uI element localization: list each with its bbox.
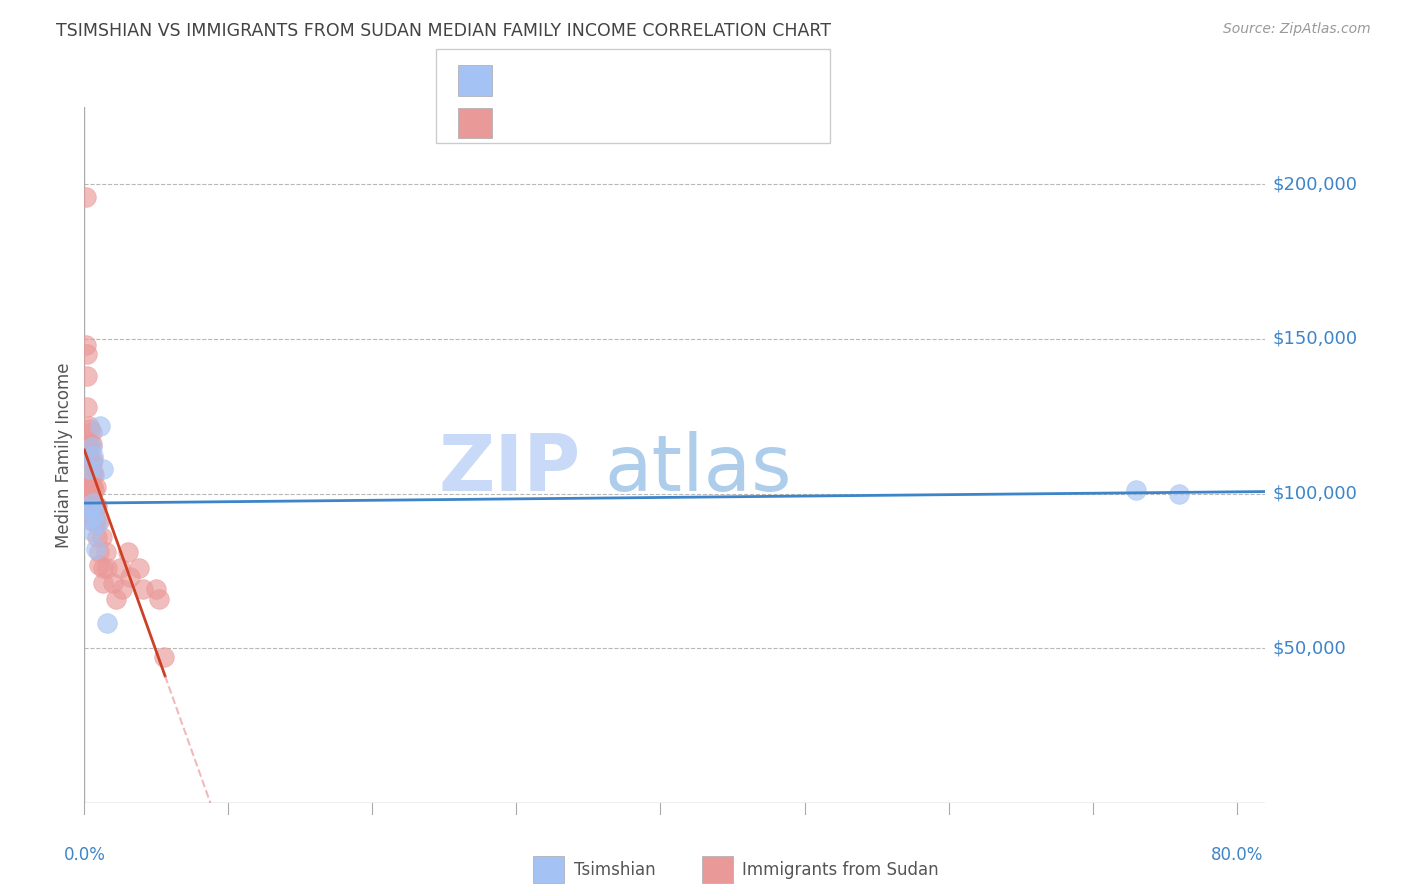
Point <box>83 468 105 483</box>
Point <box>1168 486 1191 500</box>
Text: $100,000: $100,000 <box>1272 484 1357 502</box>
Point <box>152 650 174 665</box>
Point <box>84 480 107 494</box>
Point <box>77 486 100 500</box>
Point <box>87 558 110 572</box>
Text: TSIMSHIAN VS IMMIGRANTS FROM SUDAN MEDIAN FAMILY INCOME CORRELATION CHART: TSIMSHIAN VS IMMIGRANTS FROM SUDAN MEDIA… <box>56 22 831 40</box>
Point <box>76 369 98 384</box>
Point <box>80 524 103 538</box>
Point <box>91 576 114 591</box>
Point <box>80 440 103 454</box>
Point <box>79 486 101 500</box>
Point <box>94 545 117 559</box>
Y-axis label: Median Family Income: Median Family Income <box>55 362 73 548</box>
Point <box>132 582 155 597</box>
Text: 80.0%: 80.0% <box>1211 847 1263 864</box>
Text: 0.0%: 0.0% <box>63 847 105 864</box>
Point <box>87 515 110 529</box>
Point <box>84 542 107 557</box>
Point <box>128 561 150 575</box>
Point <box>86 517 108 532</box>
Point <box>120 570 142 584</box>
Point <box>145 582 167 597</box>
Point <box>83 515 105 529</box>
Point <box>80 456 103 470</box>
Point <box>82 496 104 510</box>
Text: $200,000: $200,000 <box>1272 176 1357 194</box>
Point <box>117 545 139 559</box>
Point <box>79 462 101 476</box>
Text: atlas: atlas <box>605 431 792 507</box>
Point <box>87 545 110 559</box>
Text: R =  0.135   N = 15: R = 0.135 N = 15 <box>505 71 681 89</box>
Point <box>83 483 105 498</box>
Point <box>96 561 118 575</box>
Point <box>84 515 107 529</box>
Point <box>79 468 101 483</box>
Point <box>77 474 100 488</box>
Point <box>77 418 100 433</box>
Point <box>111 582 134 597</box>
Point <box>80 425 103 439</box>
Point <box>105 591 128 606</box>
Point <box>79 437 101 451</box>
Text: $50,000: $50,000 <box>1272 640 1346 657</box>
Point <box>148 591 170 606</box>
Point <box>84 499 107 513</box>
Point <box>76 440 98 454</box>
Point <box>77 450 100 464</box>
Point <box>75 190 97 204</box>
Point <box>80 515 103 529</box>
Point <box>76 347 98 361</box>
Point <box>79 422 101 436</box>
Point <box>79 452 101 467</box>
Point <box>90 530 112 544</box>
Point <box>77 462 100 476</box>
Point <box>77 437 100 451</box>
Text: R = -0.396   N = 55: R = -0.396 N = 55 <box>505 114 682 132</box>
Point <box>96 616 118 631</box>
Point <box>83 508 105 523</box>
Point <box>110 561 132 575</box>
Text: Immigrants from Sudan: Immigrants from Sudan <box>742 861 939 879</box>
Point <box>1125 483 1147 498</box>
Point <box>86 530 108 544</box>
Text: Source: ZipAtlas.com: Source: ZipAtlas.com <box>1223 22 1371 37</box>
Point <box>91 561 114 575</box>
Point <box>82 452 104 467</box>
Point <box>82 450 104 464</box>
Point <box>91 462 114 476</box>
Point <box>101 576 124 591</box>
Point <box>79 511 101 525</box>
Point <box>75 338 97 352</box>
Point <box>80 499 103 513</box>
Point <box>80 468 103 483</box>
Point <box>86 499 108 513</box>
Point <box>80 480 103 494</box>
Text: Tsimshian: Tsimshian <box>574 861 655 879</box>
Point <box>89 418 111 433</box>
Text: ZIP: ZIP <box>439 431 581 507</box>
Text: $150,000: $150,000 <box>1272 330 1358 348</box>
Point <box>82 499 104 513</box>
Point <box>82 480 104 494</box>
Point <box>76 400 98 414</box>
Point <box>80 502 103 516</box>
Point <box>80 437 103 451</box>
Point <box>82 465 104 479</box>
